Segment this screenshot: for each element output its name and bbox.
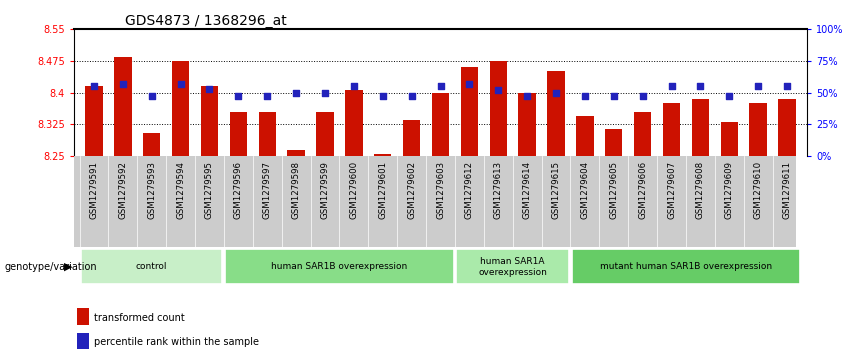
- Point: [87, 83, 101, 89]
- Text: GSM1279601: GSM1279601: [378, 160, 387, 219]
- Point: [520, 94, 534, 99]
- Point: [722, 94, 736, 99]
- Text: GSM1279594: GSM1279594: [176, 160, 185, 219]
- Bar: [403, 120, 420, 156]
- Text: GSM1279610: GSM1279610: [753, 160, 763, 219]
- Bar: [461, 67, 478, 156]
- Bar: [77, 333, 89, 349]
- Bar: [518, 93, 536, 156]
- Text: GDS4873 / 1368296_at: GDS4873 / 1368296_at: [125, 14, 286, 28]
- Point: [751, 83, 765, 89]
- Bar: [692, 99, 709, 156]
- Text: genotype/variation: genotype/variation: [4, 262, 97, 272]
- Text: mutant human SAR1B overexpression: mutant human SAR1B overexpression: [600, 262, 772, 271]
- FancyBboxPatch shape: [572, 249, 800, 284]
- Text: GSM1279615: GSM1279615: [551, 160, 561, 219]
- Text: GSM1279605: GSM1279605: [609, 160, 618, 219]
- Text: transformed count: transformed count: [95, 313, 185, 323]
- Point: [145, 94, 159, 99]
- Text: GSM1279598: GSM1279598: [292, 160, 300, 219]
- Text: human SAR1B overexpression: human SAR1B overexpression: [272, 262, 408, 271]
- Text: GSM1279597: GSM1279597: [263, 160, 272, 219]
- Point: [694, 83, 707, 89]
- FancyBboxPatch shape: [81, 249, 222, 284]
- Point: [232, 94, 246, 99]
- Point: [433, 83, 448, 89]
- Bar: [548, 72, 565, 156]
- Text: GSM1279599: GSM1279599: [320, 160, 330, 219]
- Point: [260, 94, 274, 99]
- Bar: [172, 61, 189, 156]
- Bar: [663, 103, 681, 156]
- Text: percentile rank within the sample: percentile rank within the sample: [95, 337, 260, 347]
- Bar: [143, 133, 161, 156]
- Point: [289, 90, 303, 95]
- Bar: [230, 112, 247, 156]
- Point: [607, 94, 621, 99]
- Bar: [605, 129, 622, 156]
- Text: GSM1279607: GSM1279607: [667, 160, 676, 219]
- Point: [174, 81, 187, 86]
- Text: GSM1279596: GSM1279596: [233, 160, 243, 219]
- FancyBboxPatch shape: [226, 249, 453, 284]
- FancyBboxPatch shape: [457, 249, 569, 284]
- Text: GSM1279592: GSM1279592: [118, 160, 128, 219]
- Bar: [432, 93, 449, 156]
- Text: human SAR1A
overexpression: human SAR1A overexpression: [478, 257, 547, 277]
- Text: GSM1279604: GSM1279604: [581, 160, 589, 219]
- Text: GSM1279614: GSM1279614: [523, 160, 531, 219]
- Point: [549, 90, 563, 95]
- Bar: [374, 154, 391, 156]
- Point: [780, 83, 794, 89]
- Bar: [77, 308, 89, 325]
- Bar: [749, 103, 766, 156]
- Text: GSM1279606: GSM1279606: [638, 160, 648, 219]
- Point: [578, 94, 592, 99]
- Point: [202, 86, 216, 92]
- Text: GSM1279591: GSM1279591: [89, 160, 98, 219]
- Point: [116, 81, 130, 86]
- Bar: [287, 150, 305, 156]
- Bar: [201, 86, 218, 156]
- Text: GSM1279613: GSM1279613: [494, 160, 503, 219]
- Point: [347, 83, 361, 89]
- Text: control: control: [136, 262, 168, 271]
- Bar: [345, 90, 363, 156]
- Bar: [576, 116, 594, 156]
- Bar: [316, 112, 333, 156]
- Bar: [259, 112, 276, 156]
- Text: GSM1279600: GSM1279600: [350, 160, 358, 219]
- Text: GSM1279609: GSM1279609: [725, 160, 733, 219]
- Point: [635, 94, 649, 99]
- Bar: [634, 112, 651, 156]
- Point: [491, 87, 505, 93]
- Bar: [779, 99, 796, 156]
- Text: GSM1279595: GSM1279595: [205, 160, 214, 219]
- Point: [376, 94, 390, 99]
- Bar: [85, 86, 102, 156]
- Bar: [115, 57, 132, 156]
- Point: [463, 81, 477, 86]
- Text: GSM1279612: GSM1279612: [465, 160, 474, 219]
- Point: [318, 90, 332, 95]
- Bar: [720, 122, 738, 156]
- Point: [665, 83, 679, 89]
- Text: GSM1279593: GSM1279593: [148, 160, 156, 219]
- Text: GSM1279603: GSM1279603: [436, 160, 445, 219]
- Point: [404, 94, 418, 99]
- Text: ▶: ▶: [63, 262, 72, 272]
- Text: GSM1279611: GSM1279611: [783, 160, 792, 219]
- Text: GSM1279608: GSM1279608: [696, 160, 705, 219]
- Text: GSM1279602: GSM1279602: [407, 160, 416, 219]
- Bar: [490, 61, 507, 156]
